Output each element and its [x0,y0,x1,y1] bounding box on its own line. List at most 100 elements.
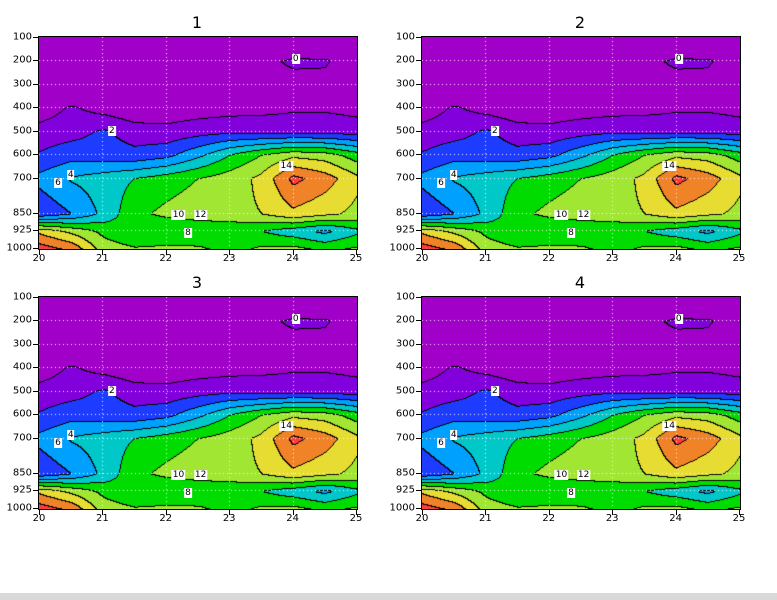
y-axis-tick-mark [416,230,421,232]
y-axis-tick-mark [416,107,421,109]
y-axis-tick-mark [416,248,421,249]
x-axis-tick-mark [485,250,486,255]
y-axis-tick-mark [33,297,38,298]
contour-label-14: 14 [279,161,293,172]
contour-label-0: 0 [674,313,683,324]
y-axis-tick-label: 925 [395,224,415,236]
y-axis-tick-mark [33,472,38,474]
contour-label-14: 14 [662,421,676,432]
y-axis-tick-mark [33,320,38,322]
y-axis-tick-label: 400 [12,361,32,373]
x-axis-tick-mark [229,510,230,515]
contour-label-2: 2 [491,126,499,137]
contour-label-10: 10 [171,470,186,481]
contour-label-6: 6 [54,178,62,189]
contour-label-8: 8 [567,488,575,499]
contour-label-4: 4 [449,170,458,181]
y-axis-tick-mark [33,508,38,509]
y-axis-tick-label: 200 [12,54,32,66]
panel-3-plot-area: 100 200 300 400 500 600 700 850 925 1000 20 21 22 23 2… [7,292,363,525]
x-axis-tick-mark [293,250,294,255]
x-axis-tick-mark [739,510,740,515]
panel-3-title: 3 [191,273,203,292]
y-axis-tick-label: 500 [395,125,415,137]
contour-label-12: 12 [193,210,208,221]
y-axis-tick-mark [33,437,38,439]
contour-label-0: 0 [291,313,300,324]
y-axis-tick-mark [33,212,38,214]
y-axis-tick-label: 600 [395,148,415,160]
x-axis-tick-mark [612,250,613,255]
y-axis-tick-label: 100 [12,31,32,43]
y-axis-tick-mark [416,212,421,214]
panel-1: 1 100 200 300 400 500 600 700 850 925 1000 20 21 22 2… [7,12,363,264]
panel-2-plot-area: 100 200 300 400 500 600 700 850 925 1000 20 21 22 23 2… [390,32,746,265]
y-axis-tick-label: 300 [12,78,32,90]
x-axis-tick-mark [102,510,103,515]
contour-label-10: 10 [554,470,569,481]
y-axis-tick-label: 600 [395,408,415,420]
panel-2-title: 2 [574,13,586,32]
x-axis-tick-mark [676,510,677,515]
y-axis-tick-label: 500 [12,385,32,397]
contour-label-14: 14 [662,161,676,172]
x-axis-tick-label: 23 [605,253,619,264]
x-axis-tick-label: 25 [349,253,363,264]
y-axis-tick-mark [416,83,421,85]
contour-label-10: 10 [171,210,186,221]
y-axis-tick-label: 850 [395,207,415,219]
y-axis-tick-label: 700 [12,432,32,444]
contour-label-4: 4 [449,430,458,441]
y-axis-tick-label: 925 [12,484,32,496]
x-axis-tick-mark [39,250,40,255]
y-axis-tick-label: 400 [395,101,415,113]
y-axis-tick-label: 850 [12,207,32,219]
y-axis-tick-label: 400 [395,361,415,373]
y-axis-tick-mark [416,367,421,369]
y-axis-tick-mark [416,343,421,345]
y-axis-tick-mark [33,130,38,132]
contour-label-8: 8 [567,228,575,239]
y-axis-tick-label: 700 [395,432,415,444]
x-axis-tick-label: 25 [732,253,746,264]
contour-label-4: 4 [66,430,75,441]
x-axis-tick-label: 20 [415,253,429,264]
x-axis-tick-label: 22 [542,253,556,264]
x-axis-tick-label: 22 [159,253,173,264]
x-axis-tick-mark [676,250,677,255]
y-axis-tick-mark [416,320,421,322]
contour-label-6: 6 [54,438,62,449]
contour-label-8: 8 [184,228,192,239]
y-axis-tick-mark [416,154,421,156]
contour-label-6: 6 [437,178,445,189]
x-axis-tick-mark [422,510,423,515]
x-axis-tick-mark [166,250,167,255]
x-axis-tick-label: 22 [542,513,556,524]
x-axis-tick-label: 24 [669,513,682,524]
y-axis-tick-label: 200 [395,314,415,326]
y-axis-tick-label: 700 [12,172,32,184]
y-axis-tick-mark [33,60,38,62]
x-axis-tick-mark [549,250,550,255]
y-axis-tick-label: 1000 [389,242,415,254]
y-axis-tick-label: 100 [395,31,415,43]
contour-label-10: 10 [554,210,569,221]
x-axis-tick-label: 25 [732,513,746,524]
y-axis-tick-mark [33,154,38,156]
contour-label-2: 2 [108,126,116,137]
x-axis-tick-label: 21 [96,513,109,524]
panel-3: 3 100 200 300 400 500 600 700 850 925 1000 20 21 22 2… [7,272,363,525]
y-axis-tick-label: 500 [12,125,32,137]
y-axis-tick-mark [416,472,421,474]
x-axis-tick-label: 23 [222,253,236,264]
x-axis-tick-mark [422,250,423,255]
y-axis-tick-label: 100 [12,291,32,303]
x-axis-tick-mark [612,510,613,515]
contour-label-8: 8 [184,488,192,499]
x-axis-tick-label: 20 [415,513,429,524]
y-axis-tick-label: 925 [12,224,32,236]
y-axis-tick-label: 600 [12,148,32,160]
y-axis-tick-label: 850 [12,467,32,479]
x-axis-tick-label: 21 [479,253,492,264]
